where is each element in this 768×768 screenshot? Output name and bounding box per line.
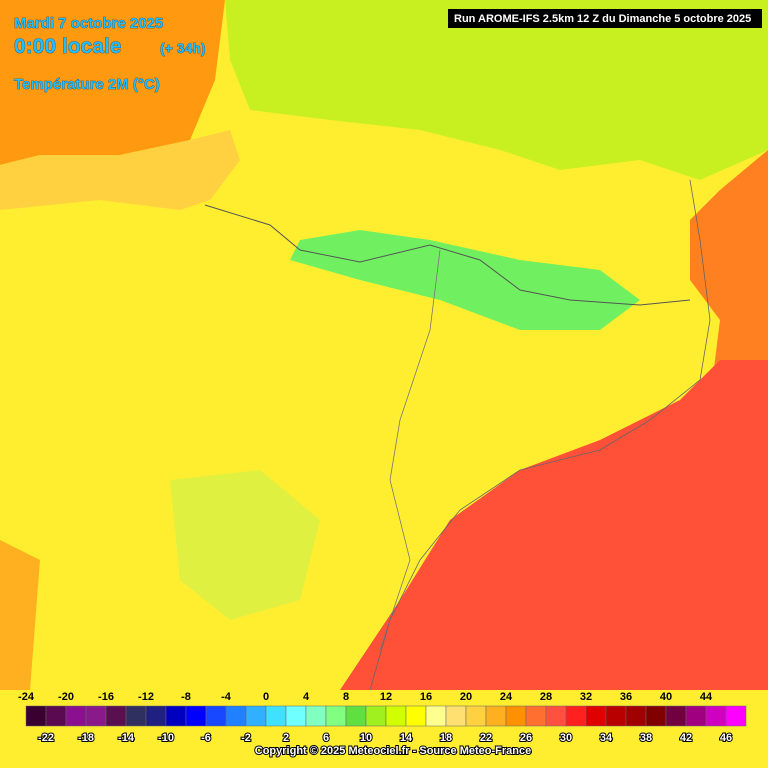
legend-swatch [165, 705, 187, 727]
legend-label: 2 [283, 732, 289, 744]
legend-swatch [385, 705, 407, 727]
legend-label: 20 [460, 691, 472, 703]
coastline [369, 179, 711, 691]
legend-label: 46 [720, 732, 732, 744]
footer: Copyright © 2025 Meteociel.fr - Source M… [255, 745, 531, 757]
legend-swatch [625, 705, 647, 727]
legend-swatch [285, 705, 307, 727]
legend-label: 14 [400, 732, 413, 744]
legend-label: 4 [303, 691, 310, 703]
legend-swatch [245, 705, 267, 727]
legend-swatch [305, 705, 327, 727]
legend-swatch [425, 705, 447, 727]
legend: -24-22-20-18-16-14-12-10-8-6-4-202468101… [18, 691, 747, 745]
legend-label: -8 [181, 691, 191, 703]
pyrenees [290, 230, 640, 330]
legend-swatch [505, 705, 527, 727]
legend-label: 34 [600, 732, 613, 744]
legend-swatch [125, 705, 147, 727]
legend-swatch [185, 705, 207, 727]
legend-label: 22 [480, 732, 492, 744]
legend-swatch [265, 705, 287, 727]
legend-swatch [105, 705, 127, 727]
legend-swatch [605, 705, 627, 727]
green-north [225, 0, 768, 180]
legend-label: 26 [520, 732, 532, 744]
legend-label: 24 [500, 691, 513, 703]
border [204, 204, 691, 306]
legend-label: -12 [138, 691, 154, 703]
legend-label: 18 [440, 732, 452, 744]
legend-swatch [225, 705, 247, 727]
legend-swatch [25, 705, 47, 727]
legend-swatch [525, 705, 547, 727]
legend-label: 10 [360, 732, 372, 744]
legend-label: -24 [18, 691, 35, 703]
legend-label: 38 [640, 732, 652, 744]
legend-label: 30 [560, 732, 572, 744]
legend-swatch [545, 705, 567, 727]
legend-swatch [565, 705, 587, 727]
legend-label: 36 [620, 691, 632, 703]
legend-swatch [45, 705, 67, 727]
legend-swatch [485, 705, 507, 727]
legend-swatch [65, 705, 87, 727]
legend-swatch [685, 705, 707, 727]
legend-swatch [705, 705, 727, 727]
legend-label: 32 [580, 691, 592, 703]
mediterranean [340, 360, 768, 690]
legend-label: 28 [540, 691, 552, 703]
legend-swatch [325, 705, 347, 727]
run: Run AROME-IFS 2.5km 12 Z du Dimanche 5 o… [454, 13, 751, 25]
legend-label: 40 [660, 691, 672, 703]
legend-label: 6 [323, 732, 329, 744]
legend-label: -20 [58, 691, 74, 703]
legend-label: -10 [158, 732, 174, 744]
legend-swatch [445, 705, 467, 727]
iberian-green [170, 470, 320, 620]
legend-swatch [405, 705, 427, 727]
legend-swatch [85, 705, 107, 727]
legend-swatch [665, 705, 687, 727]
lead: (+ 34h) [160, 40, 206, 56]
legend-swatch [645, 705, 667, 727]
legend-label: -14 [118, 732, 135, 744]
legend-swatch [465, 705, 487, 727]
time: 0:00 locale [14, 35, 121, 58]
legend-label: 16 [420, 691, 432, 703]
legend-label: -16 [98, 691, 114, 703]
run-box [448, 9, 762, 28]
legend-swatch [145, 705, 167, 727]
coast-band [0, 130, 240, 210]
legend-label: 8 [343, 691, 349, 703]
legend-label: 44 [700, 691, 713, 703]
legend-swatch [725, 705, 747, 727]
legend-label: 0 [263, 691, 269, 703]
ocean-atlantic [0, 0, 225, 165]
legend-swatch [365, 705, 387, 727]
legend-label: -2 [241, 732, 251, 744]
west-warm [0, 540, 40, 690]
legend-label: -22 [38, 732, 54, 744]
legend-label: -18 [78, 732, 94, 744]
date: Mardi 7 octobre 2025 [14, 15, 163, 32]
legend-label: 12 [380, 691, 392, 703]
legend-swatch [205, 705, 227, 727]
legend-swatch [585, 705, 607, 727]
border [379, 249, 441, 651]
variable: Température 2M (°C) [14, 76, 160, 93]
legend-label: 42 [680, 732, 692, 744]
legend-label: -6 [201, 732, 211, 744]
legend-swatch [345, 705, 367, 727]
legend-label: -4 [221, 691, 232, 703]
